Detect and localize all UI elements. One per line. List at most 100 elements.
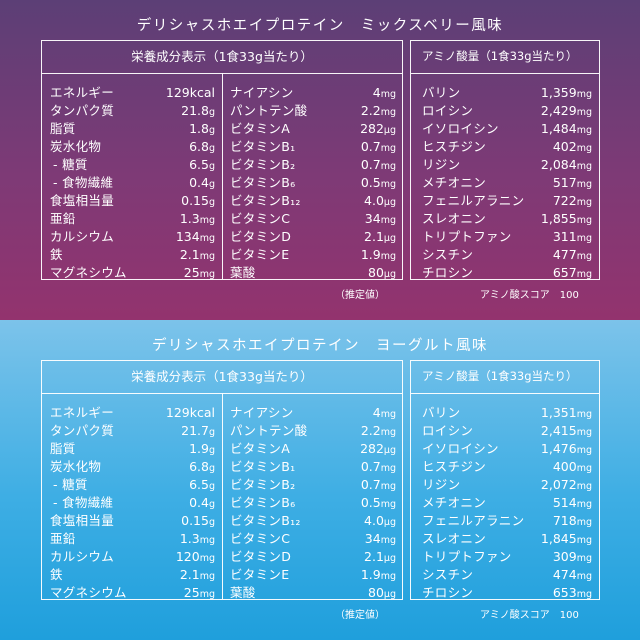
row-label: 脂質 xyxy=(50,121,76,136)
nutrition-table: 栄養成分表示（1食33g当たり） エネルギー 129kcal タンパク質 21.8g 脂… xyxy=(41,40,403,280)
row-label: ロイシン xyxy=(422,103,474,118)
value-number: 34 xyxy=(364,211,381,226)
value-unit: mg xyxy=(576,517,592,528)
value-number: 1.8 xyxy=(189,121,209,136)
value-unit: μg xyxy=(383,445,396,456)
amino-acid-header: アミノ酸量（1食33g当たり） xyxy=(411,361,599,394)
table-row: ビタミンB₁₂ 4.0μg xyxy=(230,512,396,530)
value-unit: mg xyxy=(380,161,396,172)
value-unit: mg xyxy=(380,571,396,582)
row-value: 1.3mg xyxy=(180,530,215,550)
value-unit: μg xyxy=(383,125,396,136)
table-row: ビタミンE 1.9mg xyxy=(230,566,396,584)
table-row: トリプトファン 309mg xyxy=(422,548,592,566)
row-value: 80μg xyxy=(368,264,396,284)
row-label: ビタミンB₁₂ xyxy=(230,513,301,528)
value-unit: μg xyxy=(383,197,396,208)
value-unit: mg xyxy=(199,233,215,244)
value-unit: g xyxy=(208,107,215,118)
value-unit: mg xyxy=(380,499,396,510)
row-value: 1,476mg xyxy=(541,440,592,460)
value-number: 1,484 xyxy=(540,121,577,136)
row-value: 517mg xyxy=(553,174,592,194)
table-row: ビタミンB₁ 0.7mg xyxy=(230,138,396,156)
value-unit: g xyxy=(208,463,215,474)
value-unit: mg xyxy=(380,215,396,226)
row-label: ビタミンB₂ xyxy=(230,157,296,172)
value-unit: mg xyxy=(576,571,592,582)
nutrition-header: 栄養成分表示（1食33g当たり） xyxy=(42,361,402,394)
value-unit: mg xyxy=(199,553,215,564)
value-unit: mg xyxy=(576,481,592,492)
value-number: 2,429 xyxy=(540,103,577,118)
row-label: ビタミンD xyxy=(230,229,292,244)
value-unit: mg xyxy=(199,589,215,600)
table-row: 炭水化物 6.8g xyxy=(50,138,215,156)
value-unit: mg xyxy=(576,589,592,600)
value-number: 4 xyxy=(372,85,381,100)
row-value: 1.9mg xyxy=(361,566,396,586)
row-value: 2.2mg xyxy=(361,422,396,442)
value-unit: mg xyxy=(380,251,396,262)
row-label: エネルギー xyxy=(50,85,115,100)
value-number: 282 xyxy=(360,121,384,136)
table-row: ビタミンB₁₂ 4.0μg xyxy=(230,192,396,210)
value-number: 718 xyxy=(552,513,577,528)
row-value: 402mg xyxy=(553,138,592,158)
row-value: 0.5mg xyxy=(361,494,396,514)
row-value: 21.7g xyxy=(181,422,215,442)
table-row: ビタミンE 1.9mg xyxy=(230,246,396,264)
nutrition-column-2: ナイアシン 4mg パントテン酸 2.2mg ビタミンA 282μg ビタミンB₁ 0.7mg… xyxy=(230,404,396,602)
table-row: 鉄 2.1mg xyxy=(50,566,215,584)
value-number: 1.3 xyxy=(179,211,200,226)
table-row: シスチン 474mg xyxy=(422,566,592,584)
table-row: ビタミンB₂ 0.7mg xyxy=(230,476,396,494)
row-label: 食塩相当量 xyxy=(50,193,115,208)
row-value: 309mg xyxy=(553,548,592,568)
table-row: 食塩相当量 0.15g xyxy=(50,192,215,210)
product-title: デリシャスホエイプロテイン ヨーグルト風味 xyxy=(152,338,488,354)
value-unit: g xyxy=(208,427,215,438)
value-number: 0.15 xyxy=(181,513,209,528)
value-number: 477 xyxy=(552,247,577,262)
value-unit: mg xyxy=(199,251,215,262)
value-unit: mg xyxy=(380,89,396,100)
row-label: チロシン xyxy=(422,585,474,600)
row-value: 2,415mg xyxy=(541,422,592,442)
nutrition-column-1: エネルギー 129kcal タンパク質 21.8g 脂質 1.8g 炭水化物 6.8g - 糖質… xyxy=(50,84,215,282)
row-value: 0.7mg xyxy=(361,156,396,176)
row-label: 鉄 xyxy=(50,567,63,582)
value-number: 1,855 xyxy=(540,211,577,226)
value-number: 1.3 xyxy=(179,531,200,546)
value-number: 1.9 xyxy=(360,247,381,262)
value-number: 2.2 xyxy=(360,423,381,438)
row-value: 4mg xyxy=(373,84,396,104)
value-number: 0.7 xyxy=(360,139,381,154)
table-row: チロシン 653mg xyxy=(422,584,592,602)
value-number: 2,084 xyxy=(540,157,577,172)
value-number: 0.15 xyxy=(181,193,209,208)
row-label: トリプトファン xyxy=(422,229,512,244)
row-label: 炭水化物 xyxy=(50,459,102,474)
row-value: 4mg xyxy=(373,404,396,424)
row-label: ヒスチジン xyxy=(422,139,487,154)
column-divider xyxy=(222,393,223,599)
value-unit: g xyxy=(208,481,215,492)
value-unit: mg xyxy=(576,251,592,262)
table-row: ロイシン 2,429mg xyxy=(422,102,592,120)
table-row: メチオニン 514mg xyxy=(422,494,592,512)
row-value: 657mg xyxy=(553,264,592,284)
value-number: 282 xyxy=(360,441,384,456)
nutrition-header: 栄養成分表示（1食33g当たり） xyxy=(42,41,402,74)
value-number: 129kcal xyxy=(165,85,215,100)
row-label: ビタミンA xyxy=(230,121,291,136)
table-row: パントテン酸 2.2mg xyxy=(230,422,396,440)
row-value: 2.1mg xyxy=(180,566,215,586)
row-label: ビタミンE xyxy=(230,247,290,262)
nutrition-column-2: ナイアシン 4mg パントテン酸 2.2mg ビタミンA 282μg ビタミンB₁ 0.7mg… xyxy=(230,84,396,282)
value-number: 402 xyxy=(552,139,577,154)
row-value: 1.9g xyxy=(189,440,215,460)
value-unit: g xyxy=(208,445,215,456)
estimate-note: （推定値） xyxy=(335,610,385,621)
table-row: マグネシウム 25mg xyxy=(50,584,215,602)
